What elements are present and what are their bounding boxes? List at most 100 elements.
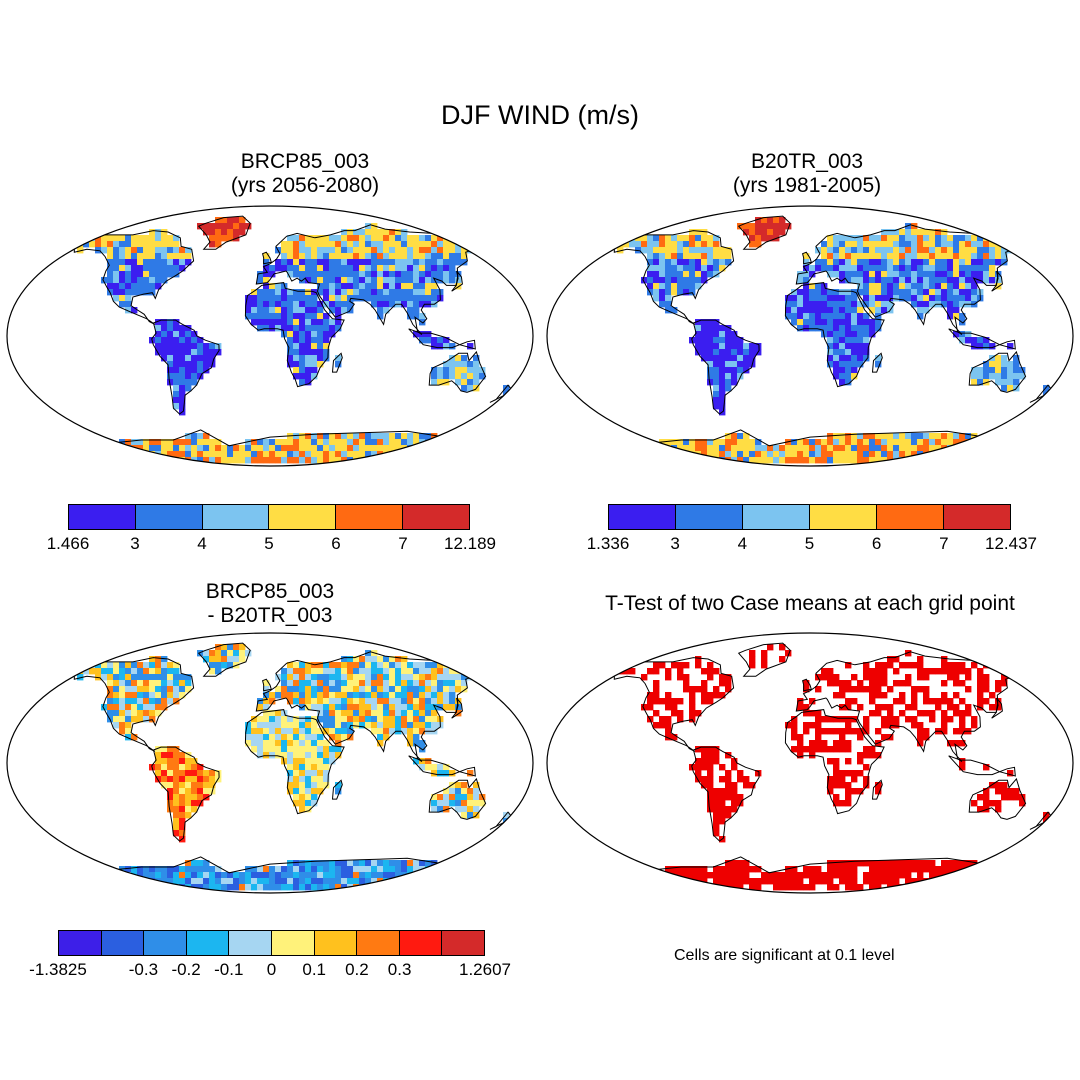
panel2-grid-cell [941, 277, 948, 284]
panel3-grid-cell [263, 752, 270, 759]
panel2-grid-cell [791, 301, 798, 308]
panel2-grid-cell [947, 265, 954, 272]
panel1-grid-cell [341, 265, 348, 272]
panel3-grid-cell [263, 740, 270, 747]
panel2-grid-cell [719, 385, 726, 392]
panel1-grid-cell [365, 439, 372, 446]
panel2-grid-cell [845, 445, 852, 452]
panel1-grid-cell [113, 289, 120, 296]
panel4-grid-cell [821, 746, 828, 753]
panel3-grid-cell [413, 872, 420, 879]
panel3-grid-cell [407, 680, 414, 687]
panel1-grid-cell [149, 241, 156, 248]
panel4-grid-cell [833, 884, 840, 891]
panel1-grid-cell [83, 241, 90, 248]
panel2-grid-cell [989, 265, 996, 272]
panel2-grid-cell [875, 325, 882, 332]
panel3-grid-cell [215, 866, 222, 873]
panel4-grid-cell [833, 716, 840, 723]
panel2-grid-cell [809, 313, 816, 320]
panel1-grid-cell [431, 247, 438, 254]
panel3-grid-cell [83, 668, 90, 675]
panel3-grid-cell [341, 716, 348, 723]
panel1-grid-cell [413, 253, 420, 260]
panel1-grid-cell [323, 331, 330, 338]
panel1-grid-cell [221, 217, 228, 224]
panel3-grid-cell [329, 722, 336, 729]
panel3-grid-cell [305, 686, 312, 693]
panel2-grid-cell [809, 301, 816, 308]
panel1-grid-cell [155, 253, 162, 260]
panel4-coastline [784, 709, 885, 815]
panel3-grid-cell [371, 866, 378, 873]
panel1-grid-cell [461, 355, 468, 362]
panel1-grid-cell [335, 241, 342, 248]
panel1-grid-cell [461, 361, 468, 368]
panel4-coastline [948, 755, 1016, 777]
panel1-grid-cell [257, 325, 264, 332]
panel4-grid-cell [755, 878, 762, 885]
panel3-grid-cell [317, 668, 324, 675]
panel3-grid-cell [383, 704, 390, 711]
panel1-grid-cell [215, 229, 222, 236]
panel4-grid-cell [923, 668, 930, 675]
panel1-grid-cell [359, 451, 366, 458]
panel1-grid-cell [329, 331, 336, 338]
panel1-grid-cell [467, 361, 474, 368]
panel3-grid-cell [305, 878, 312, 885]
panel4-grid-cell [701, 752, 708, 759]
panel3-grid-cell [401, 884, 408, 891]
panel2-grid-cell [827, 235, 834, 242]
panel1-grid-cell [461, 367, 468, 374]
panel1-grid-cell [179, 451, 186, 458]
panel4-grid-cell [1013, 668, 1020, 675]
panel3-grid-cell [311, 788, 318, 795]
panel4-grid-cell [1001, 782, 1008, 789]
panel2-grid-cell [1007, 241, 1014, 248]
panel3-colorbar-label: 0 [266, 960, 277, 979]
panel1-grid-cell [425, 445, 432, 452]
panel4-grid-cell [911, 884, 918, 891]
panel2-grid-cell [857, 247, 864, 254]
panel2-grid-cell [1001, 253, 1008, 260]
panel4-grid-cell [941, 860, 948, 867]
panel2-grid-cell [863, 319, 870, 326]
panel2-grid-cell [725, 451, 732, 458]
panel4-grid-cell [821, 716, 828, 723]
panel4-grid-cell [653, 710, 660, 717]
panel3-grid-cell [359, 662, 366, 669]
panel1-grid-cell [191, 349, 198, 356]
panel2-grid-cell [665, 307, 672, 314]
panel2-grid-cell [863, 241, 870, 248]
panel3-grid-cell [359, 668, 366, 675]
panel4-grid-cell [647, 668, 654, 675]
panel3-grid-cell [131, 710, 138, 717]
panel1-grid-cell [161, 259, 168, 266]
panel2-grid-cell [977, 247, 984, 254]
panel4-grid-cell [917, 674, 924, 681]
panel3-grid-cell [317, 746, 324, 753]
panel1-grid-cell [143, 235, 150, 242]
panel1-grid-cell [221, 223, 228, 230]
panel1-grid-cell [203, 445, 210, 452]
panel3-grid-cell [431, 806, 438, 813]
panel3-grid-cell [197, 866, 204, 873]
panel2-grid-cell [893, 283, 900, 290]
panel4-grid-cell [695, 746, 702, 753]
panel3-grid-cell [365, 866, 372, 873]
panel4-grid-cell [755, 770, 762, 777]
panel4-grid-cell [701, 758, 708, 765]
panel3-grid-cell [407, 860, 414, 867]
panel2-grid-cell [869, 259, 876, 266]
panel3-grid-cell [119, 728, 126, 735]
panel3-grid-cell [401, 866, 408, 873]
panel2-grid-cell [719, 373, 726, 380]
panel3-grid-cell [173, 830, 180, 837]
panel2-grid-cell [857, 337, 864, 344]
panel1-grid-cell [173, 331, 180, 338]
panel3-grid-cell [431, 692, 438, 699]
panel4-grid-cell [833, 776, 840, 783]
panel4-grid-cell [725, 788, 732, 795]
panel1-grid-cell [209, 223, 216, 230]
panel4-grid-cell [959, 716, 966, 723]
